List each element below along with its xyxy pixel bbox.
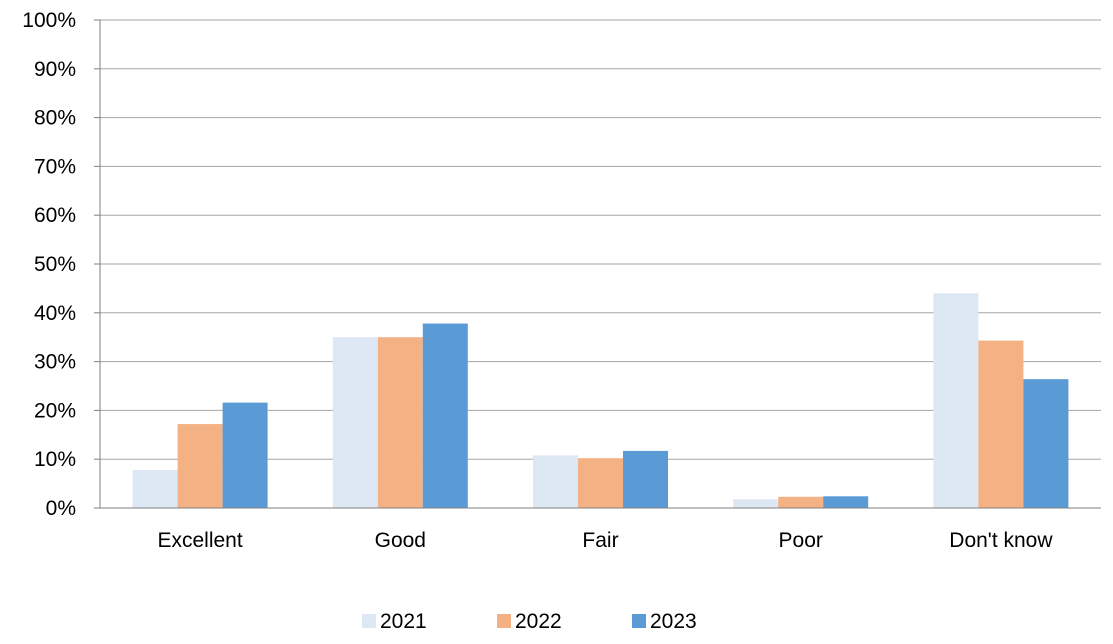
legend-swatch <box>632 614 646 628</box>
y-tick-label: 50% <box>34 253 76 276</box>
x-category-label: Fair <box>582 529 618 552</box>
bar-2021-good <box>332 337 378 508</box>
y-tick-label: 10% <box>34 448 76 471</box>
y-tick-label: 0% <box>46 497 76 520</box>
legend-label: 2023 <box>650 610 697 633</box>
y-axis-ticks: 0% 10% 20% 30% 40% 50% 60% 70% 80% 90% 100% <box>22 9 76 520</box>
bars <box>132 293 1069 508</box>
bar-2023-don-t-know <box>1023 379 1069 508</box>
axes <box>94 19 1101 509</box>
legend-item-2023: 2023 <box>632 610 697 633</box>
legend-item-2021: 2021 <box>362 610 427 633</box>
bar-2023-fair <box>623 450 668 508</box>
x-category-label: Poor <box>779 529 823 552</box>
legend-swatch <box>497 614 511 628</box>
y-tick-label: 80% <box>34 107 76 130</box>
y-tick-label: 100% <box>22 9 76 32</box>
legend: 2021 2022 2023 <box>362 610 697 633</box>
bar-2021-don-t-know <box>933 293 979 508</box>
bar-2022-don-t-know <box>978 340 1024 508</box>
bar-2023-good <box>422 323 468 508</box>
y-tick-label: 20% <box>34 399 76 422</box>
x-category-label: Excellent <box>157 529 242 552</box>
bar-2021-poor <box>733 499 779 508</box>
legend-label: 2021 <box>380 610 427 633</box>
bar-2021-fair <box>533 455 578 508</box>
y-tick-label: 40% <box>34 302 76 325</box>
bar-2023-poor <box>823 496 869 508</box>
x-category-label: Don't know <box>949 529 1053 552</box>
bar-2022-fair <box>578 458 623 508</box>
y-tick-label: 90% <box>34 58 76 81</box>
y-tick-label: 70% <box>34 155 76 178</box>
legend-label: 2022 <box>515 610 562 633</box>
bar-2022-poor <box>778 496 824 508</box>
bar-2022-good <box>377 337 423 508</box>
bar-2023-excellent <box>222 402 268 508</box>
bar-2022-excellent <box>177 424 223 508</box>
bar-2021-excellent <box>132 469 178 508</box>
y-tick-label: 30% <box>34 351 76 374</box>
x-category-label: Good <box>375 529 426 552</box>
y-tick-label: 60% <box>34 204 76 227</box>
x-axis-categories: Excellent Good Fair Poor Don't know <box>157 529 1053 552</box>
legend-item-2022: 2022 <box>497 610 562 633</box>
legend-swatch <box>362 614 376 628</box>
